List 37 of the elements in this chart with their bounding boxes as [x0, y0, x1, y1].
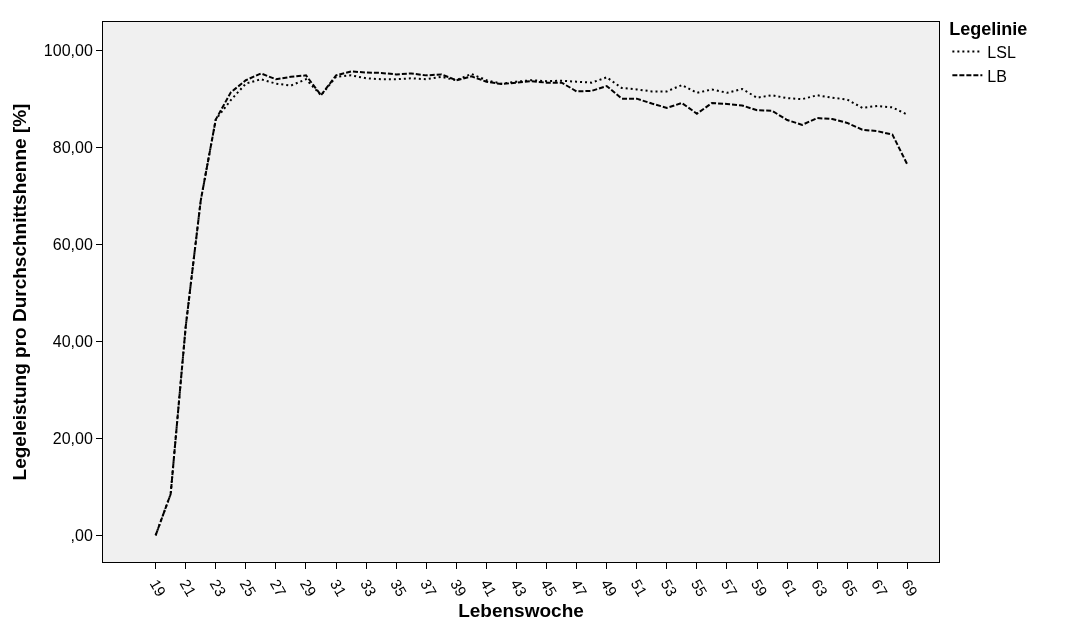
x-axis-title: Lebenswoche	[458, 600, 584, 621]
x-tick-label: 49	[597, 576, 621, 600]
x-tick-label: 41	[477, 576, 501, 600]
y-axis-title: Legeleistung pro Durchschnittshenne [%]	[8, 103, 30, 481]
x-tick-label: 33	[357, 576, 381, 600]
x-tick-label: 37	[417, 576, 441, 600]
x-tick-label: 69	[898, 576, 922, 600]
x-tick-label: 53	[657, 576, 681, 600]
x-tick-label: 57	[717, 576, 741, 600]
x-tick-label: 45	[537, 576, 561, 600]
x-tick-label: 61	[778, 576, 802, 600]
x-tick-label: 65	[838, 576, 862, 600]
y-tick-label: ,00	[70, 526, 93, 544]
x-tick-label: 19	[146, 576, 170, 600]
x-tick-label: 31	[326, 576, 351, 600]
x-tick-label: 23	[206, 576, 230, 600]
x-tick-label: 27	[266, 576, 290, 600]
legend-title: Legelinie	[949, 18, 1028, 39]
x-tick-label: 21	[176, 576, 200, 600]
x-tick-label: 59	[747, 576, 772, 600]
x-tick-label: 43	[507, 576, 531, 600]
x-tick-label: 35	[387, 576, 411, 600]
x-tick-label: 67	[868, 576, 892, 600]
legend-label: LB	[987, 67, 1007, 85]
y-tick-label: 60,00	[52, 235, 93, 253]
legend-label: LSL	[987, 43, 1016, 61]
x-tick-label: 63	[808, 576, 832, 600]
x-tick-label: 25	[236, 576, 260, 600]
x-tick-label: 29	[296, 576, 320, 600]
y-tick-label: 20,00	[52, 429, 93, 447]
y-tick-label: 100,00	[43, 41, 93, 59]
y-tick-label: 80,00	[52, 138, 93, 156]
x-tick-label: 51	[627, 576, 651, 600]
x-tick-label: 55	[687, 576, 711, 600]
x-tick-label: 39	[447, 576, 471, 600]
y-tick-label: 40,00	[52, 332, 93, 350]
x-tick-label: 47	[567, 576, 591, 600]
